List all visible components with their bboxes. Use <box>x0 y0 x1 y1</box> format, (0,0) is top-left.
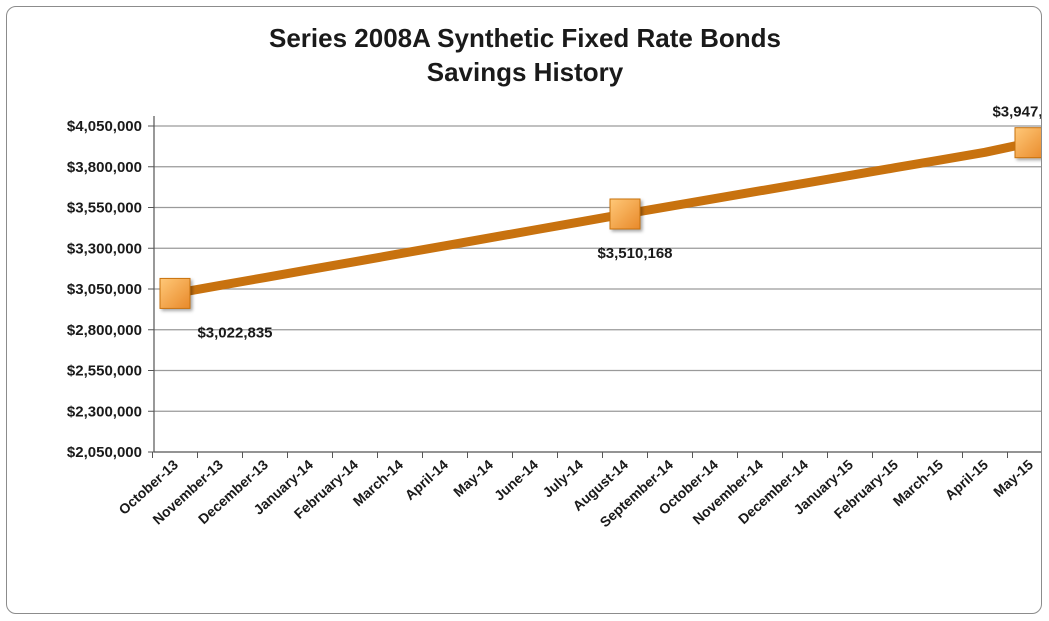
x-tick-label: June-14 <box>491 456 541 503</box>
data-point-marker <box>159 277 191 309</box>
data-label: $3,510,168 <box>597 245 672 262</box>
y-tick-label: $2,050,000 <box>67 444 142 461</box>
series <box>159 127 1041 309</box>
data-label: $3,022,835 <box>197 324 272 341</box>
series-line <box>170 138 1035 298</box>
x-tick-label: April-15 <box>942 456 992 503</box>
y-tick-label: $3,050,000 <box>67 281 142 298</box>
data-label: $3,947,649 <box>992 104 1042 121</box>
chart-title: Series 2008A Synthetic Fixed Rate Bonds <box>268 23 781 53</box>
data-point-marker <box>1014 127 1041 159</box>
y-tick-label: $2,550,000 <box>67 363 142 380</box>
y-tick-label: $3,300,000 <box>67 240 142 257</box>
chart-frame: Series 2008A Synthetic Fixed Rate Bonds … <box>6 6 1042 614</box>
chart-title-block: Series 2008A Synthetic Fixed Rate Bonds … <box>7 21 1041 89</box>
line-chart: $2,050,000 $2,300,000 $2,550,000 $2,800,000… <box>67 104 1042 530</box>
chart-subtitle: Savings History <box>426 57 624 87</box>
x-tick-label: March-14 <box>350 456 407 509</box>
y-axis-tick-labels: $2,050,000 $2,300,000 $2,550,000 $2,800,000… <box>67 118 142 461</box>
y-tick-label: $2,300,000 <box>67 403 142 420</box>
y-tick-label: $3,550,000 <box>67 200 142 217</box>
y-tick-label: $3,800,000 <box>67 159 142 176</box>
y-tick-label: $4,050,000 <box>67 118 142 135</box>
axes <box>148 116 1041 458</box>
x-axis-tick-labels: October-13November-13December-13January-… <box>115 456 1036 530</box>
y-tick-label: $2,800,000 <box>67 322 142 339</box>
x-tick-label: March-15 <box>890 456 947 509</box>
x-tick-label: April-14 <box>402 456 452 503</box>
x-tick-label: May-14 <box>450 456 496 500</box>
x-tick-label: May-15 <box>990 456 1036 500</box>
data-labels: $3,022,835 $3,510,168 $3,947,649 <box>197 104 1042 342</box>
data-point-marker <box>609 198 641 230</box>
